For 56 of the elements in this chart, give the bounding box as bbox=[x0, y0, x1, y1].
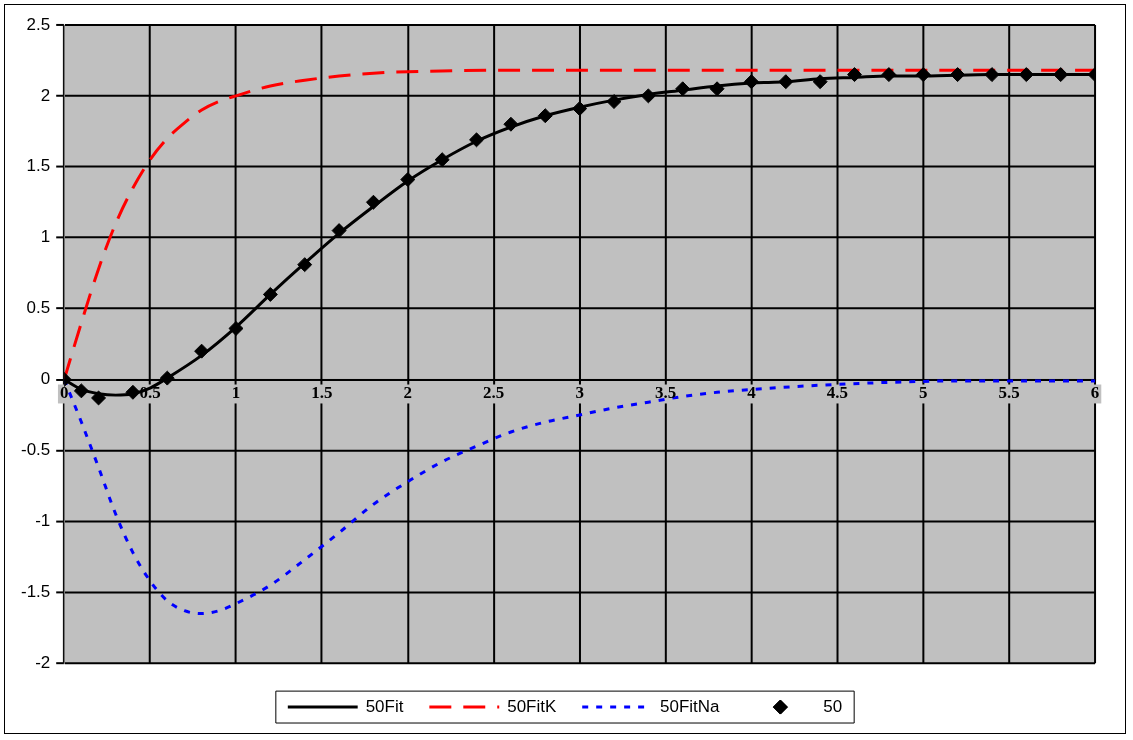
y-tick-label: 0 bbox=[40, 369, 51, 389]
point bbox=[400, 172, 416, 188]
point bbox=[606, 94, 622, 110]
y-tick-label: -0.5 bbox=[20, 440, 51, 460]
point bbox=[331, 223, 347, 239]
point bbox=[847, 67, 863, 83]
x-tick-label: 1.5 bbox=[311, 383, 333, 403]
x-tick-label: 0 bbox=[59, 383, 69, 403]
x-tick-label: 5.5 bbox=[998, 383, 1020, 403]
legend-label: 50Fit bbox=[365, 696, 404, 716]
point bbox=[1053, 67, 1069, 83]
point bbox=[1018, 67, 1034, 83]
y-tick-label: 1 bbox=[40, 227, 51, 247]
point bbox=[743, 74, 759, 90]
point bbox=[469, 132, 485, 148]
point bbox=[915, 67, 931, 83]
y-tick-label: -1.5 bbox=[20, 581, 51, 601]
point bbox=[159, 370, 175, 386]
point bbox=[709, 81, 725, 97]
x-tick-label: 1 bbox=[231, 383, 241, 403]
x-tick-label: 4 bbox=[747, 383, 757, 403]
point bbox=[73, 383, 89, 399]
point bbox=[812, 74, 828, 90]
x-tick-label: 2 bbox=[403, 383, 413, 403]
point bbox=[572, 101, 588, 117]
x-tick-label: 4.5 bbox=[826, 383, 848, 403]
point bbox=[675, 81, 691, 97]
x-tick-label: 3.5 bbox=[654, 383, 677, 403]
legend-label: 50 bbox=[823, 696, 843, 716]
point bbox=[262, 286, 278, 302]
x-tick-label: 5 bbox=[919, 383, 928, 403]
point bbox=[434, 152, 450, 168]
point bbox=[984, 67, 1000, 83]
y-tick-label: 2 bbox=[40, 85, 51, 105]
x-tick-label: 6 bbox=[1090, 383, 1100, 403]
point bbox=[640, 88, 656, 104]
x-tick-label: 3 bbox=[575, 383, 584, 403]
x-tick-label: 2.5 bbox=[483, 383, 505, 403]
y-tick-label: 1.5 bbox=[26, 156, 51, 176]
point bbox=[194, 343, 210, 359]
point bbox=[125, 384, 141, 400]
legend-label: 50FitK bbox=[507, 696, 557, 716]
point bbox=[503, 116, 519, 132]
point bbox=[950, 67, 966, 83]
point bbox=[881, 67, 897, 83]
legend-label: 50FitNa bbox=[660, 696, 721, 716]
point bbox=[365, 194, 381, 210]
y-tick-label: 0.5 bbox=[26, 298, 51, 318]
point bbox=[91, 390, 107, 406]
y-tick-label: -1 bbox=[35, 511, 51, 531]
y-tick-label: 2.5 bbox=[26, 14, 51, 34]
point bbox=[297, 257, 313, 273]
point bbox=[778, 74, 794, 90]
point bbox=[228, 320, 244, 336]
y-tick-label: -2 bbox=[35, 652, 51, 672]
point bbox=[537, 108, 553, 124]
